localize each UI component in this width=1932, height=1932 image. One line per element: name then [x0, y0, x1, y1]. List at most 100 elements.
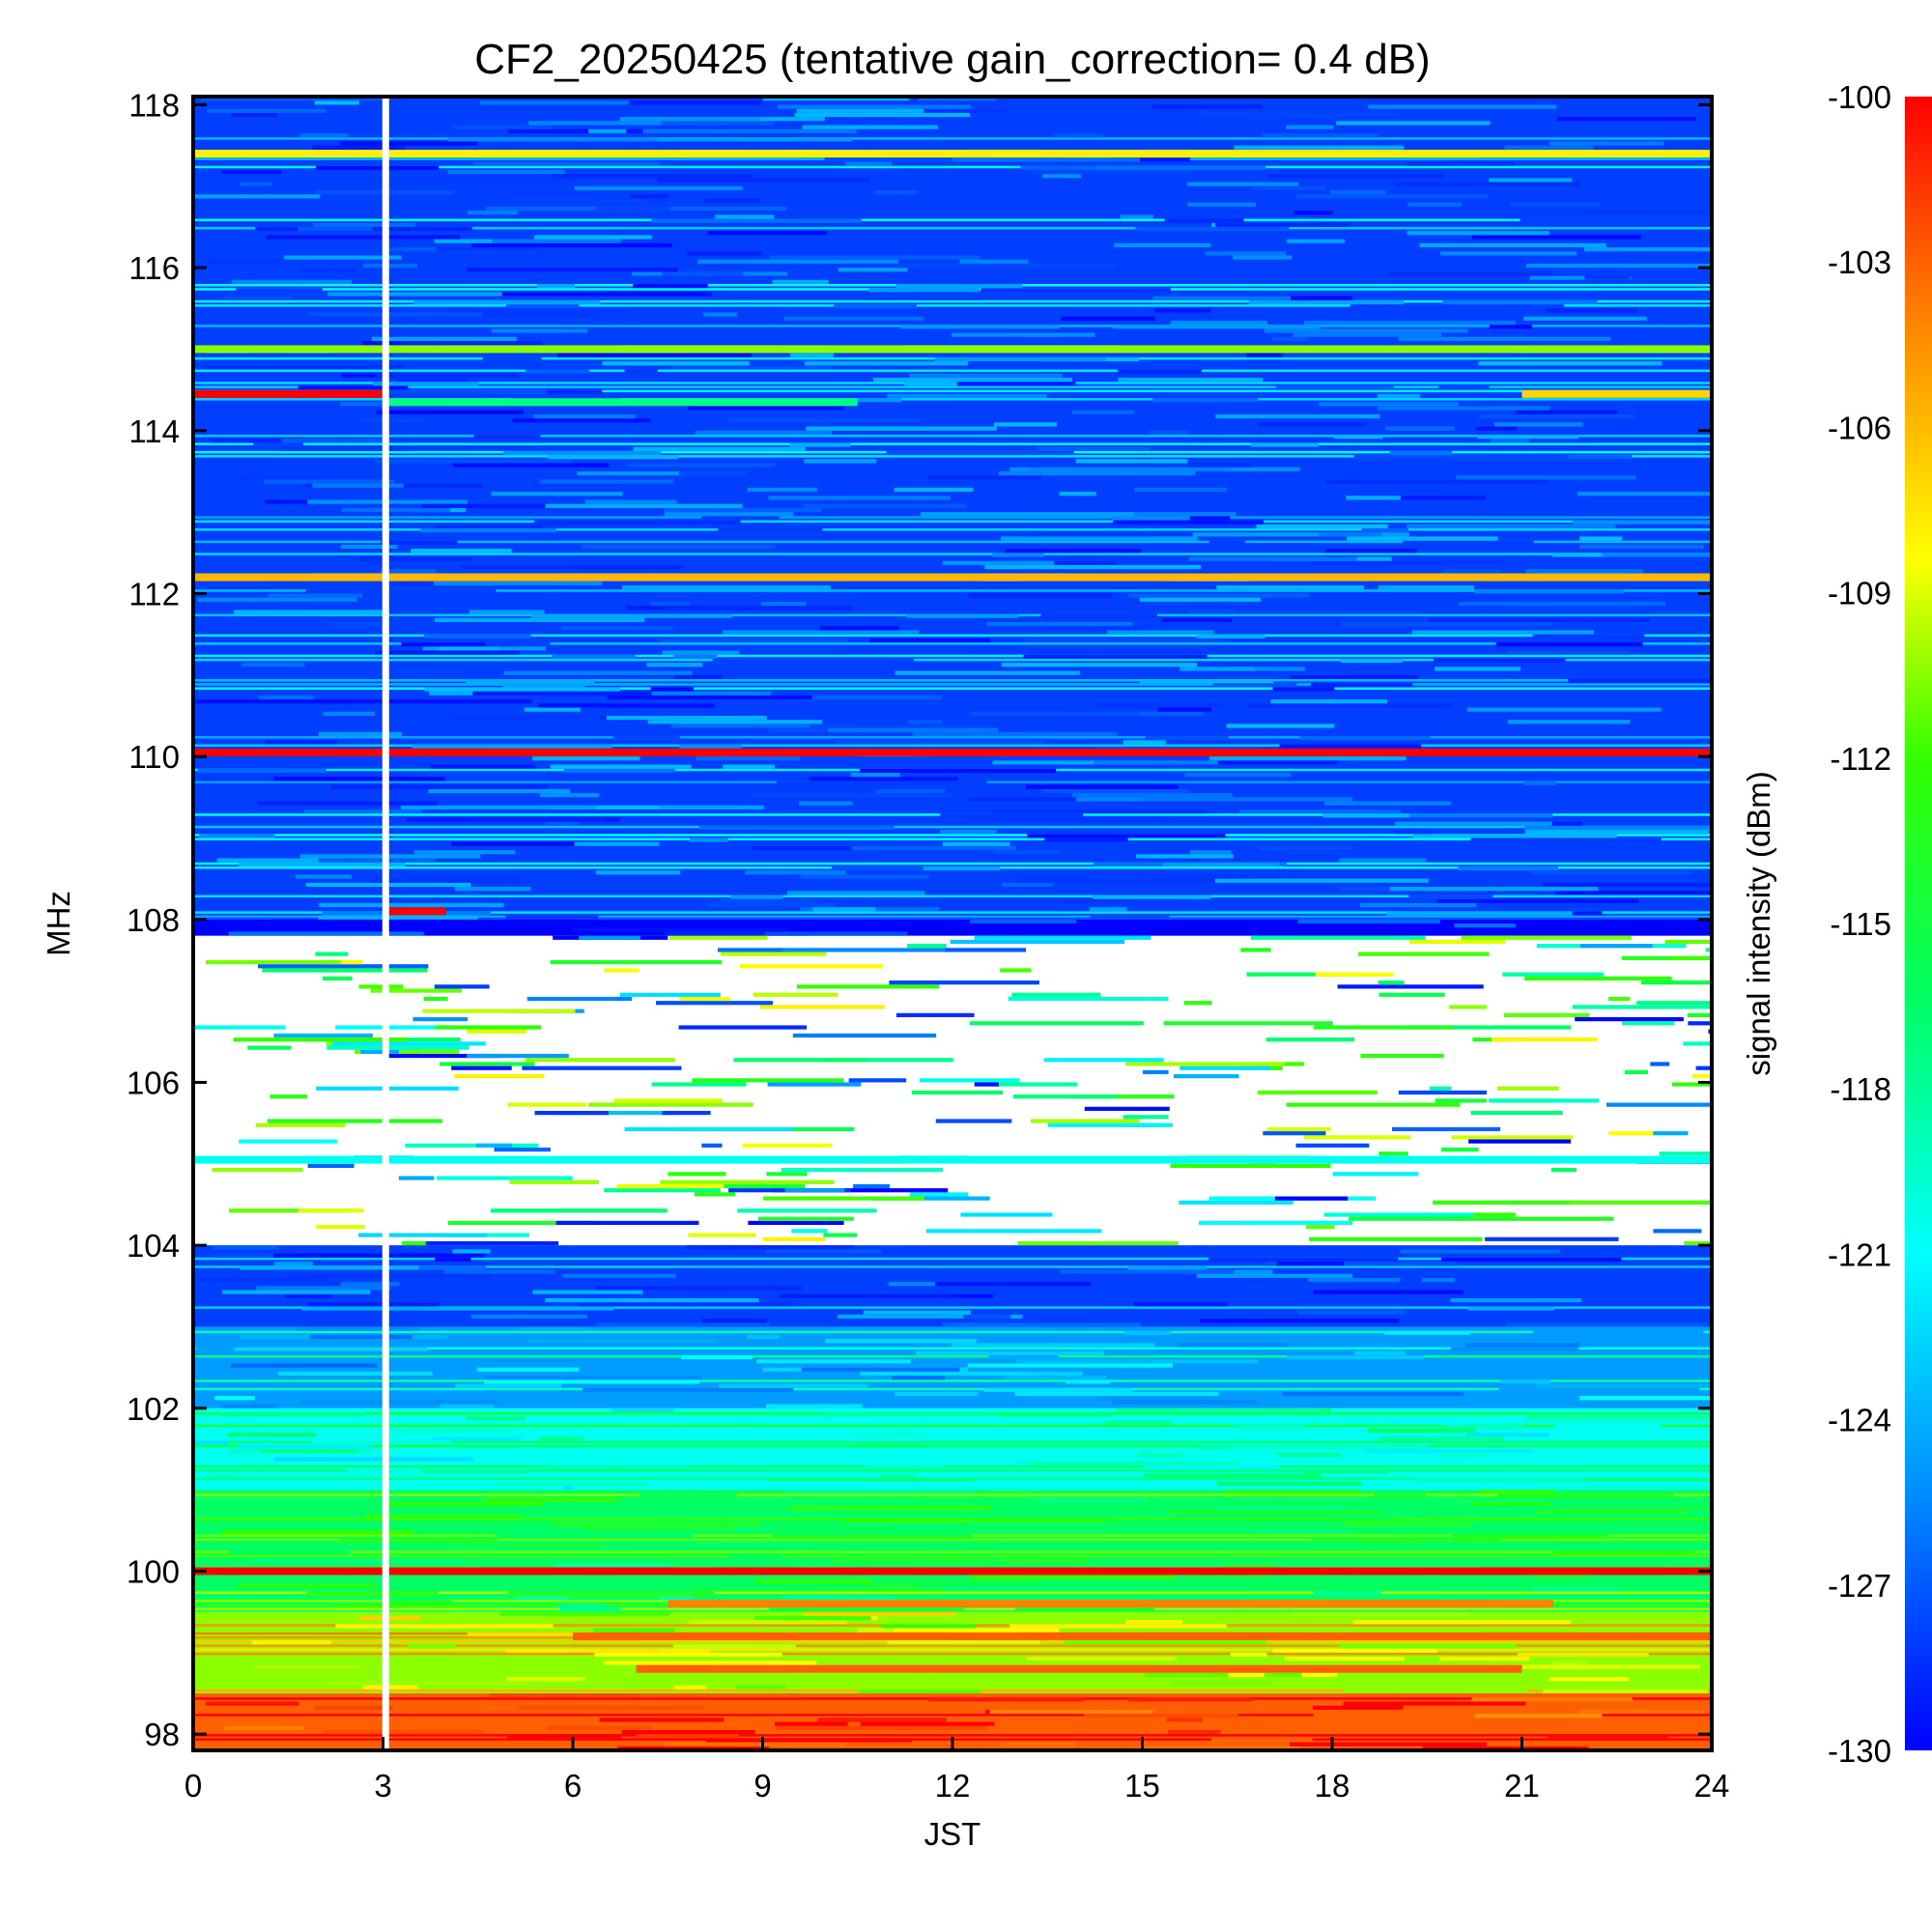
noise-segment [316, 1225, 365, 1230]
noise-segment [285, 1293, 332, 1298]
noise-segment [1049, 626, 1143, 631]
noise-segment [1157, 707, 1211, 712]
signal-line [636, 1664, 1522, 1673]
noise-segment [1297, 919, 1440, 923]
noise-segment [967, 1363, 1174, 1368]
noise-row [193, 1257, 1712, 1261]
noise-segment [868, 288, 980, 293]
noise-segment [1388, 271, 1552, 276]
noise-segment [1378, 992, 1445, 997]
noise-segment [1183, 1001, 1212, 1006]
noise-segment [789, 1505, 991, 1511]
noise-segment [1234, 145, 1405, 150]
noise-segment [624, 1126, 794, 1132]
noise-segment [935, 1119, 1012, 1123]
noise-segment [1208, 1196, 1319, 1201]
noise-segment [205, 1701, 299, 1706]
noise-segment [372, 382, 479, 386]
noise-segment [1075, 459, 1188, 464]
noise-segment [411, 549, 512, 554]
noise-segment [717, 948, 782, 952]
noise-segment [1695, 1065, 1712, 1070]
noise-segment [602, 361, 750, 366]
noise-segment [986, 621, 1133, 627]
data-gap [382, 97, 389, 1750]
noise-segment [355, 1049, 460, 1054]
noise-segment [1360, 1053, 1444, 1059]
noise-segment [295, 874, 352, 879]
noise-segment [554, 1110, 676, 1116]
noise-segment [1550, 1168, 1577, 1173]
noise-segment [919, 1078, 1020, 1083]
noise-segment [1406, 231, 1549, 236]
noise-segment [502, 450, 662, 456]
noise-segment [265, 740, 337, 745]
noise-segment [1276, 1453, 1342, 1458]
noise-segment [281, 439, 391, 443]
noise-segment [679, 996, 731, 1002]
noise-segment [224, 1725, 305, 1730]
noise-segment [1139, 1746, 1299, 1750]
noise-segment [1319, 402, 1460, 407]
noise-segment [886, 1518, 1106, 1522]
noise-segment [763, 784, 889, 789]
noise-row [193, 218, 1712, 222]
noise-segment [485, 206, 617, 212]
noise-segment [1250, 935, 1426, 940]
noise-segment [1399, 336, 1611, 342]
noise-segment [1111, 516, 1190, 521]
noise-segment [1170, 320, 1268, 326]
noise-segment [1128, 593, 1309, 598]
noise-segment [434, 524, 543, 528]
noise-row [193, 736, 1712, 739]
noise-segment [1030, 1119, 1140, 1123]
noise-segment [372, 178, 578, 183]
noise-segment [1449, 1005, 1487, 1009]
y-tick-label: 110 [128, 739, 180, 775]
noise-segment [766, 1172, 808, 1177]
noise-segment [1343, 1689, 1527, 1693]
noise-segment [1286, 1102, 1461, 1107]
noise-segment [252, 1664, 361, 1669]
noise-segment [1000, 1742, 1077, 1747]
noise-segment [494, 1147, 552, 1152]
noise-segment [358, 1233, 488, 1237]
noise-segment [1279, 744, 1422, 749]
noise-segment [624, 369, 658, 374]
noise-segment [359, 1615, 421, 1621]
noise-segment [556, 1604, 607, 1608]
noise-segment [469, 610, 545, 614]
noise-segment [1525, 569, 1643, 574]
noise-segment [1261, 132, 1379, 138]
noise-segment [1558, 1505, 1712, 1511]
noise-segment [336, 275, 399, 280]
noise-segment [212, 1168, 303, 1173]
noise-row [193, 527, 1712, 531]
noise-segment [1303, 320, 1516, 326]
noise-segment [662, 650, 740, 655]
noise-segment [671, 365, 831, 370]
noise-segment [375, 650, 520, 655]
noise-segment [1392, 1126, 1501, 1132]
noise-segment [1450, 1534, 1608, 1539]
noise-segment [309, 1334, 412, 1340]
noise-segment [1188, 463, 1252, 468]
noise-segment [762, 97, 909, 101]
noise-segment [887, 393, 1047, 399]
noise-segment [796, 108, 952, 113]
noise-segment [1265, 1037, 1355, 1042]
noise-segment [1011, 992, 1101, 997]
noise-segment [233, 610, 389, 614]
noise-segment [1208, 540, 1245, 545]
noise-segment [231, 112, 277, 118]
signal-line [668, 1600, 1554, 1608]
noise-segment [895, 1391, 979, 1397]
noise-segment [712, 658, 915, 664]
noise-segment [1684, 1240, 1712, 1246]
noise-segment [1017, 878, 1218, 883]
noise-segment [1504, 145, 1594, 150]
noise-row [193, 1648, 1712, 1652]
noise-segment [595, 206, 724, 212]
noise-segment [1225, 1490, 1361, 1494]
noise-segment [579, 935, 640, 940]
